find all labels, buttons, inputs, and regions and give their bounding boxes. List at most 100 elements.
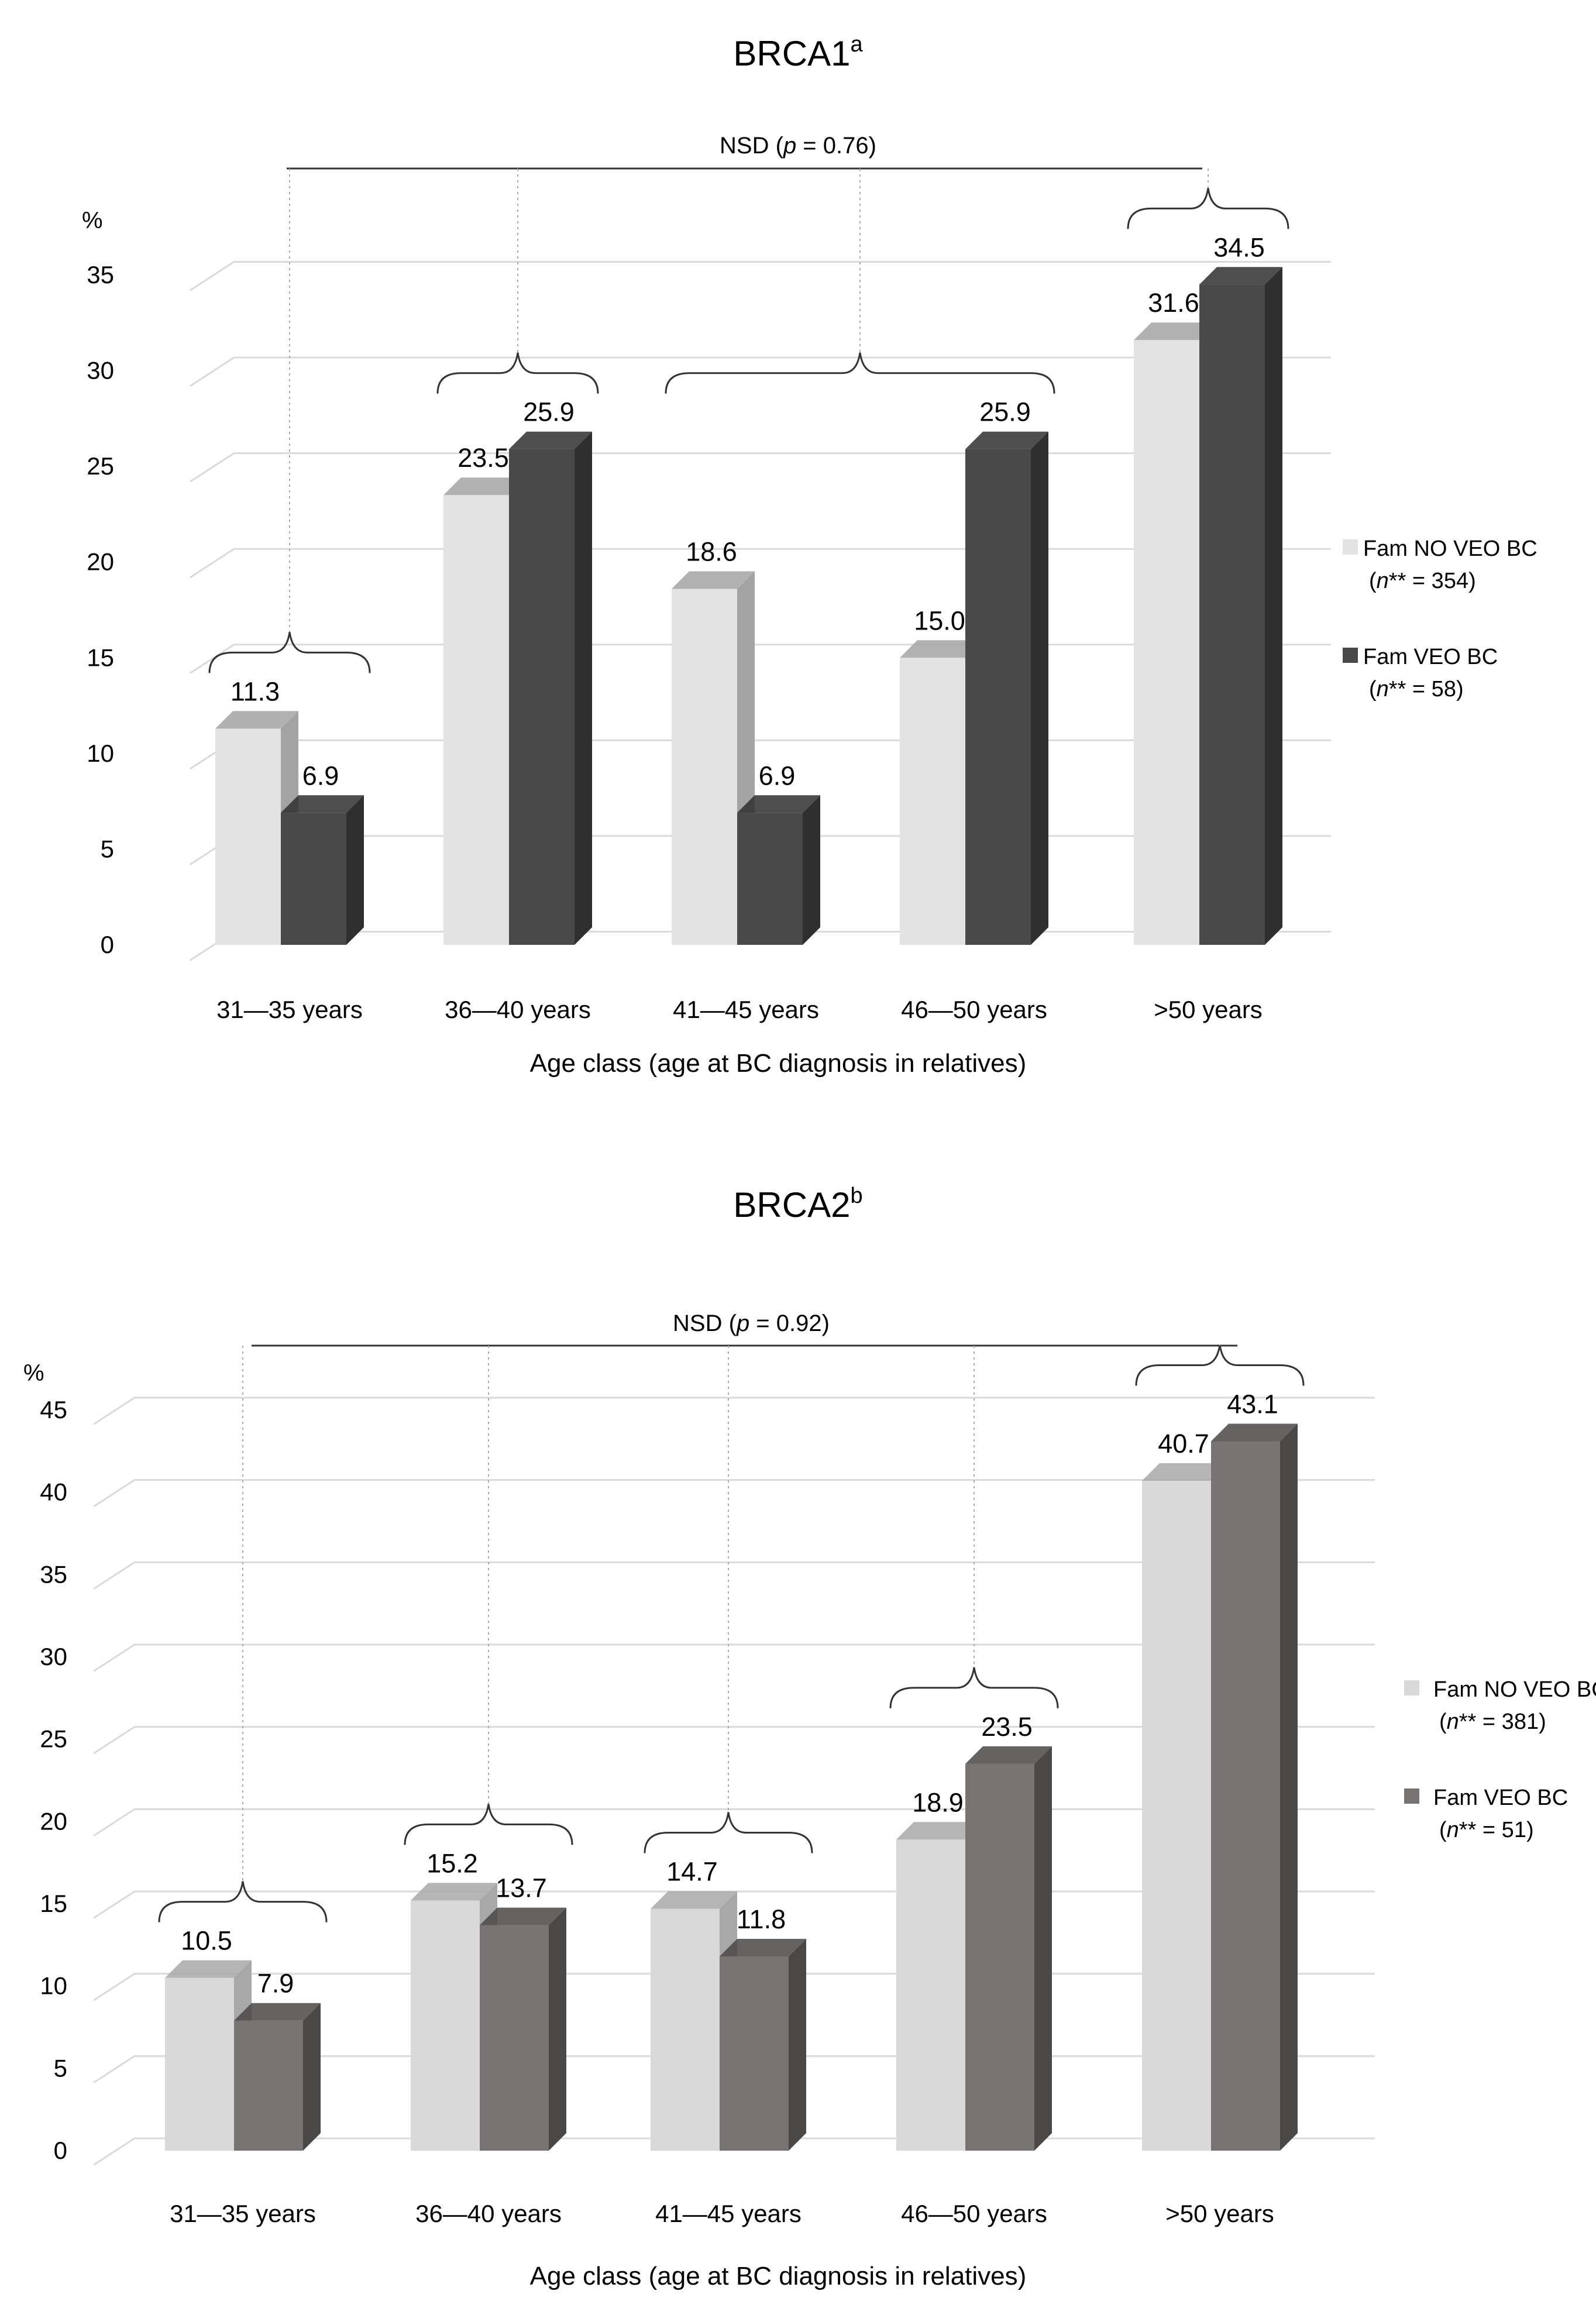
data-label: 6.9 [759, 761, 796, 790]
legend-series-name: Fam NO VEO BC [1363, 536, 1537, 561]
group-brace [665, 352, 1055, 394]
bar-top [509, 431, 592, 449]
overall-test-label: NSD (p = 0.76) [720, 133, 876, 159]
overall-test-prefix: NSD ( [673, 1311, 737, 1336]
bar-fam-veo [234, 2003, 321, 2151]
data-label: 10.5 [181, 1926, 232, 1956]
bar-top [896, 1822, 983, 1840]
category-label: 31—35 years [170, 2200, 316, 2227]
braces [158, 1344, 1305, 1922]
brca1-chart-svg: 0 5 10 15 20 25 30 35 BRCA1a% NSD (p = 0.76) 11.3 6… [82, 32, 1537, 1078]
y-tick-label: 5 [101, 835, 114, 862]
bar-front [1211, 1441, 1280, 2151]
legend-n-symbol: n [1447, 1710, 1459, 1734]
y-tick-label: 0 [101, 931, 114, 958]
data-label: 15.2 [426, 1848, 478, 1878]
bar-front [651, 1908, 720, 2151]
legend-swatch [1404, 1788, 1419, 1804]
bar-fam-veo [720, 1939, 806, 2151]
legend-n-value: ** = 354 [1389, 569, 1468, 593]
gridlines [93, 1397, 1375, 2166]
bars [215, 267, 1282, 945]
chart-title-superscript: b [850, 1184, 862, 1208]
legend-swatch [1343, 539, 1358, 555]
bar-front [1199, 284, 1265, 945]
bar-top [965, 1746, 1052, 1764]
y-tick-label: 20 [40, 1807, 67, 1835]
category-label: 41—45 years [655, 2200, 802, 2227]
data-label: 11.3 [231, 676, 280, 706]
bar-top [720, 1939, 806, 1957]
bar-side [549, 1907, 566, 2151]
overall-test-p-symbol: p [783, 133, 796, 159]
x-axis-title: Age class (age at BC diagnosis in relati… [530, 1049, 1027, 1078]
y-tick-label: 0 [54, 2137, 67, 2164]
bar-front [165, 1977, 234, 2151]
data-label: 31.6 [1148, 288, 1199, 318]
data-label: 25.9 [979, 397, 1031, 427]
gridline [93, 1808, 1375, 1837]
bar-fam-no-veo [651, 1891, 737, 2151]
y-unit-label: % [23, 1360, 44, 1386]
bar-side [575, 431, 592, 945]
group-brace [644, 1812, 813, 1853]
category-label: 46—50 years [901, 996, 1047, 1023]
braces [208, 168, 1289, 673]
bar-front [720, 1956, 789, 2151]
bar-front [411, 1900, 480, 2151]
bar-fam-veo [965, 1746, 1052, 2151]
bar-front [509, 449, 575, 945]
chart-title-superscript: a [850, 32, 863, 57]
legend-n-close: ) [1468, 569, 1476, 593]
legend-n-symbol: n [1377, 677, 1389, 701]
y-tick-label: 10 [40, 1972, 67, 2000]
legend: Fam NO VEO BC(n** = 381)Fam VEO BC(n** =… [1404, 1677, 1596, 1842]
bar-front [281, 813, 346, 945]
data-label: 14.7 [666, 1856, 718, 1886]
legend-swatch [1343, 648, 1358, 663]
gridline [93, 1561, 1375, 1590]
chart-title-main: BRCA1 [733, 34, 850, 73]
brca2-chart: 0 5 10 15 20 25 30 35 40 45 BRCA2b% NSD (p = 0.92) 1… [0, 1147, 1596, 2301]
legend-series-name: Fam NO VEO BC [1433, 1677, 1596, 1702]
bar-top [443, 477, 527, 496]
overall-test-suffix: = 0.92) [749, 1311, 830, 1336]
legend-n-open: ( [1369, 569, 1377, 593]
y-tick-label: 35 [87, 261, 114, 288]
data-label: 13.7 [496, 1873, 547, 1903]
brca1-chart: 0 5 10 15 20 25 30 35 BRCA1a% NSD (p = 0.76) 11.3 6… [0, 0, 1596, 1147]
y-tick-label: 15 [87, 644, 114, 671]
legend-n-symbol: n [1377, 569, 1389, 593]
bar-top [165, 1960, 252, 1978]
group-brace [208, 632, 371, 673]
bar-front [900, 658, 965, 945]
gridline [93, 1643, 1375, 1672]
y-tick-label: 30 [40, 1643, 67, 1670]
category-label: 36—40 years [415, 2200, 562, 2227]
y-tick-label: 25 [87, 452, 114, 480]
bar-side [789, 1939, 806, 2151]
bar-top [411, 1883, 497, 1901]
y-unit-label: % [82, 208, 103, 233]
bar-top [672, 571, 755, 589]
bar-top [1142, 1463, 1229, 1481]
bar-top [480, 1907, 566, 1925]
data-label: 25.9 [523, 397, 575, 427]
gridline [93, 1397, 1375, 1425]
category-label: 41—45 years [673, 996, 819, 1023]
legend-n-close: ) [1456, 677, 1464, 701]
bar-front [965, 449, 1031, 945]
data-label: 15.0 [914, 606, 965, 635]
bar-side [303, 2003, 321, 2151]
x-axis-title: Age class (age at BC diagnosis in relati… [530, 2262, 1027, 2290]
bar-side [1034, 1746, 1052, 2151]
legend-n-value: ** = 381 [1459, 1710, 1539, 1734]
group-brace [158, 1881, 328, 1922]
bar-side [803, 795, 820, 945]
bar-top [737, 795, 820, 813]
legend-n-open: ( [1369, 677, 1377, 701]
bar-front [965, 1763, 1034, 2151]
bar-side [1265, 267, 1282, 945]
legend-n-close: ) [1526, 1818, 1534, 1842]
legend-n-close: ) [1539, 1710, 1546, 1734]
